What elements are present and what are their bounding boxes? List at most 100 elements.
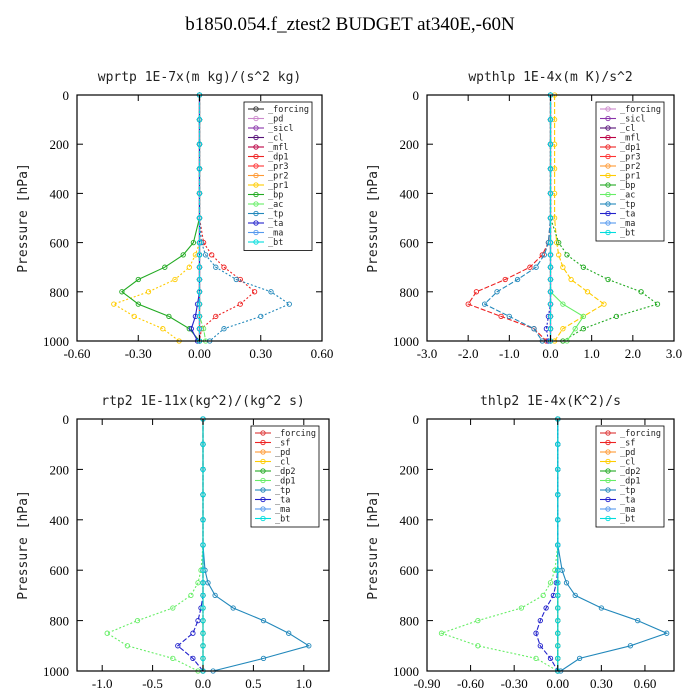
series-point	[196, 313, 203, 320]
series-point	[547, 190, 554, 197]
legend-marker	[253, 134, 259, 141]
series-point	[190, 239, 197, 246]
legend-entry: _pr2	[620, 162, 640, 172]
y-tick-label: 0	[413, 88, 420, 103]
series-point	[533, 630, 539, 636]
legend-entry: _sicl	[268, 124, 294, 134]
x-tick-label: 0.00	[188, 346, 211, 361]
legend-marker	[605, 115, 611, 122]
series-point	[552, 567, 558, 573]
chart-panel-3: rtp2 1E-11x(kg^2)/(kg^2 s) Pressure [hPa]…	[16, 394, 330, 691]
series-point	[555, 605, 561, 611]
x-tick-label: -0.90	[413, 676, 440, 691]
legend-marker	[260, 515, 266, 522]
y-tick-label: 600	[400, 236, 420, 251]
y-tick-label: 600	[400, 563, 420, 578]
legend-entry: _ta	[620, 496, 635, 506]
legend-marker	[605, 449, 611, 455]
legend-entry: _dp1	[268, 153, 288, 163]
legend-marker	[253, 106, 259, 112]
series-point	[237, 301, 243, 307]
series-point	[200, 466, 206, 473]
series-point	[555, 592, 561, 599]
y-tick-label: 600	[50, 563, 70, 578]
x-tick-label: 0.0	[542, 346, 558, 361]
legend-marker	[605, 229, 611, 236]
series-point	[547, 301, 554, 307]
series-point	[555, 517, 561, 523]
legend-marker	[253, 115, 259, 122]
series-point	[506, 313, 512, 320]
series-point	[560, 301, 566, 307]
x-tick-label: 1.0	[296, 676, 312, 691]
plot-frame	[426, 418, 675, 672]
legend-marker	[253, 229, 259, 236]
y-tick-label: 800	[400, 614, 420, 629]
series-point	[553, 580, 559, 586]
legend-entry: _sf	[275, 439, 290, 449]
series-point	[230, 605, 236, 611]
y-tick-label: 800	[400, 285, 420, 300]
series-point	[481, 301, 488, 307]
x-tick-label: 0.0	[195, 676, 211, 691]
series-point	[258, 313, 264, 320]
series-point	[533, 264, 539, 270]
series-point	[555, 617, 561, 624]
series-point	[547, 264, 554, 270]
series-point	[195, 617, 201, 624]
series-point	[196, 166, 203, 172]
series-point	[547, 580, 554, 586]
legend-marker	[605, 144, 611, 150]
series-point	[196, 116, 203, 123]
series-point	[196, 190, 203, 197]
legend-entry: _pr3	[268, 162, 288, 172]
series-point	[200, 643, 206, 649]
series-point	[560, 264, 566, 270]
legend-entry: _pr2	[268, 172, 288, 182]
legend-entry: _bt	[275, 515, 290, 525]
legend-marker	[260, 506, 266, 512]
panel-title: thlp2 1E-4x(K^2)/s	[480, 394, 621, 409]
series-point	[135, 276, 141, 283]
legend-marker	[605, 106, 611, 112]
legend-marker	[260, 496, 266, 503]
series-point	[547, 239, 554, 246]
panel-title: wprtp 1E-7x(m kg)/(s^2 kg)	[98, 70, 302, 85]
series-point	[196, 276, 203, 283]
y-tick-label: 800	[50, 614, 70, 629]
legend-marker	[605, 182, 611, 188]
legend-marker	[253, 182, 259, 188]
series-point	[196, 301, 203, 307]
legend-marker	[605, 439, 611, 446]
series-point	[627, 643, 634, 649]
legend-entry: _pd	[275, 448, 290, 458]
series-point	[576, 655, 583, 662]
series-point	[502, 276, 508, 283]
x-tick-label: -3.0	[417, 346, 438, 361]
legend-marker	[260, 430, 266, 436]
x-tick-label: -0.60	[457, 676, 484, 691]
legend-entry: _ta	[268, 219, 283, 229]
legend-marker	[605, 191, 611, 198]
series-point	[306, 643, 312, 649]
legend-entry: _ta	[620, 210, 635, 220]
legend-marker	[260, 468, 266, 474]
series-point	[537, 617, 543, 624]
series-point	[200, 491, 206, 498]
legend-entry: _forcing	[620, 105, 661, 115]
legend-entry: _pd	[620, 448, 635, 458]
series-point	[547, 655, 554, 662]
legend-marker	[253, 172, 259, 179]
x-tick-label: 2.0	[625, 346, 641, 361]
legend-marker	[260, 487, 266, 493]
series-point	[541, 252, 547, 258]
series-point	[268, 289, 274, 295]
legend-marker	[605, 496, 611, 503]
x-tick-label: 3.0	[666, 346, 682, 361]
x-tick-label: 0.60	[634, 676, 657, 691]
series-point	[547, 215, 554, 221]
series-point	[209, 252, 215, 258]
series-point	[196, 264, 203, 270]
legend-marker	[253, 201, 259, 207]
series-point	[188, 592, 194, 599]
